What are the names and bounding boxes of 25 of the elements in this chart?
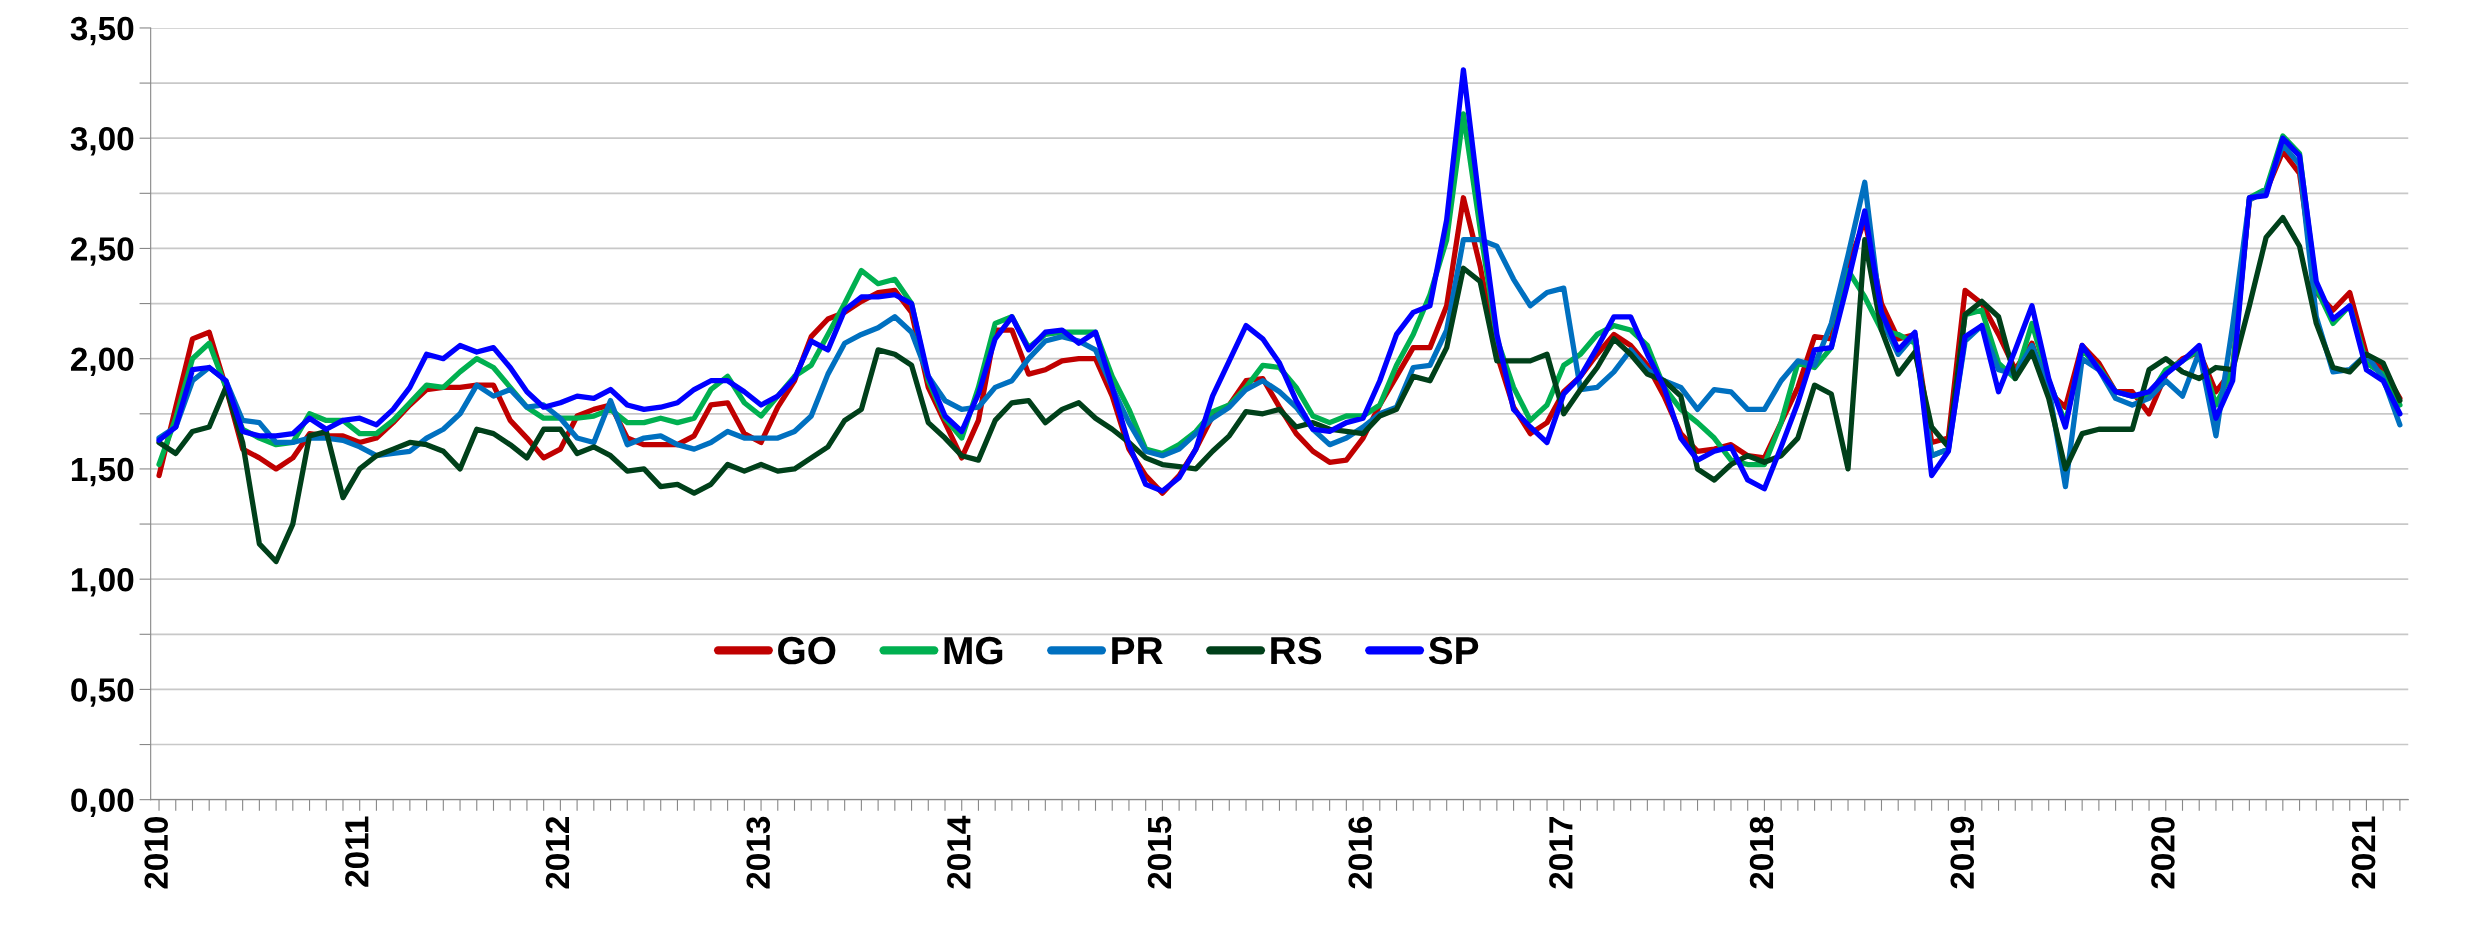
x-tick-label: 2014 [947,815,971,889]
x-tick-label: 2015 [1147,816,1172,889]
x-tick-label: 2011 [345,816,369,887]
legend-label: PR [1112,637,1163,664]
legend-label: SP [1428,636,1479,665]
x-tick-label: 2017 [1549,817,1573,889]
y-tick-label: 2,50 [70,237,134,266]
legend-label: MG [944,636,1003,665]
x-tick-label: 2010 [144,816,168,889]
y-tick-label: 0,50 [71,678,134,707]
y-tick-label: 3,50 [70,16,134,46]
x-tick-label: 2016 [1348,816,1373,889]
x-tick-label: 2020 [2151,816,2175,889]
y-tick-label: 2,00 [70,347,134,376]
x-tick-label: 2012 [545,816,570,889]
x-tick-label: 2013 [746,816,771,889]
x-tick-label: 2019 [1950,816,1975,889]
legend-label: RS [1271,636,1322,665]
y-tick-label: 1,50 [71,457,134,487]
legend-label: GO [778,636,836,665]
y-tick-label: 0,00 [71,788,134,817]
y-tick-label: 3,00 [70,127,134,156]
y-tick-label: 1,00 [71,567,134,597]
x-tick-label: 2021 [2351,816,2376,889]
x-tick-label: 2018 [1749,816,1774,889]
